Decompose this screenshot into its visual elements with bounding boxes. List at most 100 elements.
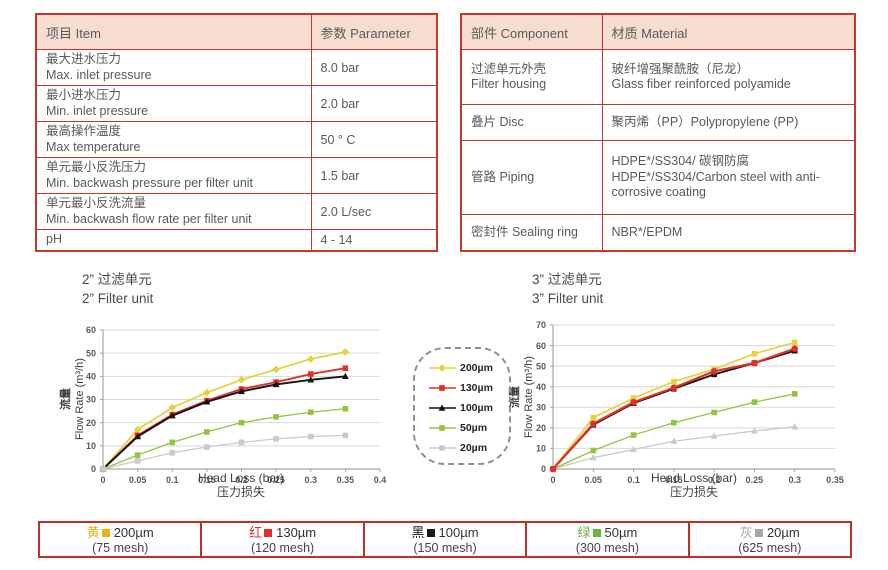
- mesh-label: (150 mesh): [413, 540, 477, 555]
- legend-label: 50µm: [460, 422, 488, 434]
- color-key-20um: 灰 20µm (625 mesh): [687, 523, 850, 556]
- color-char: 绿: [577, 525, 591, 540]
- table-row: 最小进水压力 Min. inlet pressure 2.0 bar: [35, 85, 438, 123]
- material-cell: 聚丙烯（PP）Polypropylene (PP): [601, 104, 856, 141]
- color-swatch-icon: [754, 529, 763, 537]
- legend-marker-50um-icon: [429, 425, 456, 431]
- mesh-label: (300 mesh): [575, 540, 640, 555]
- svg-text:20: 20: [536, 423, 546, 433]
- mesh-label: (75 mesh): [92, 540, 149, 555]
- table-header-row: 部件 Component 材质 Material: [460, 13, 856, 50]
- table-row: 密封件 Sealing ring NBR*/EPDM: [460, 214, 856, 252]
- svg-text:0.05: 0.05: [585, 475, 603, 485]
- material-cell: NBR*/EPDM: [601, 214, 856, 252]
- svg-text:0.25: 0.25: [746, 475, 764, 485]
- legend-marker-130um-icon: [429, 385, 456, 391]
- color-swatch-icon: [592, 529, 601, 537]
- size-label: 100µm: [438, 525, 479, 540]
- value-cell: 4 - 14: [310, 229, 438, 252]
- color-char: 黄: [86, 525, 100, 540]
- mesh-label: (625 mesh): [738, 540, 802, 555]
- legend-label: 130µm: [460, 382, 493, 394]
- item-cell: 最大进水压力 Max. inlet pressure: [35, 48, 312, 87]
- item-cell: 单元最小反洗压力 Min. backwash pressure per filte…: [35, 157, 312, 195]
- svg-text:40: 40: [536, 382, 546, 392]
- legend-item-130um: 130µm: [428, 378, 509, 398]
- svg-text:0.1: 0.1: [166, 475, 179, 485]
- item-header: 项目 Item: [35, 13, 312, 50]
- color-char: 灰: [739, 525, 753, 540]
- svg-text:30: 30: [536, 402, 546, 412]
- svg-text:0: 0: [91, 464, 96, 474]
- svg-text:10: 10: [536, 444, 546, 454]
- legend-label: 20µm: [460, 442, 488, 454]
- legend-item-100um: 100µm: [428, 398, 509, 418]
- component-cell: 密封件 Sealing ring: [460, 214, 603, 252]
- svg-text:0.2: 0.2: [235, 475, 248, 485]
- mesh-label: (120 mesh): [250, 540, 315, 555]
- item-cell: 最小进水压力 Min. inlet pressure: [35, 85, 312, 123]
- color-swatch-icon: [101, 529, 110, 537]
- svg-text:0: 0: [100, 475, 105, 485]
- value-cell: 8.0 bar: [310, 48, 438, 87]
- value-cell: 1.5 bar: [310, 157, 438, 195]
- svg-text:0.25: 0.25: [267, 475, 285, 485]
- legend-label: 200µm: [460, 362, 493, 374]
- color-key-130um: 红 130µm (120 mesh): [200, 523, 362, 556]
- svg-text:0: 0: [541, 464, 546, 474]
- component-cell: 管路 Piping: [460, 139, 603, 216]
- chart-title-en: 3” Filter unit: [532, 290, 604, 306]
- table-row: 最大进水压力 Max. inlet pressure 8.0 bar: [35, 48, 438, 87]
- legend-item-20um: 20µm: [428, 438, 509, 458]
- svg-text:20: 20: [86, 418, 96, 428]
- x-axis-label-3inch: Head Loss (bar) 压力损失: [594, 471, 794, 500]
- legend-marker-20um-icon: [429, 445, 456, 451]
- x-axis-label-en: Head Loss (bar): [197, 471, 285, 485]
- item-cell: 最高操作温度 Max temperature: [35, 121, 312, 159]
- size-label: 20µm: [766, 525, 800, 540]
- chart-title-2inch: 2” 过滤单元 2” Filter unit: [82, 271, 153, 309]
- color-char: 黑: [411, 525, 425, 540]
- component-header: 部件 Component: [460, 13, 603, 50]
- chart-title-zh: 3” 过滤单元: [532, 272, 602, 287]
- legend-marker-200um-icon: [429, 364, 456, 372]
- svg-text:60: 60: [86, 325, 96, 335]
- legend-item-50um: 50µm: [428, 418, 509, 438]
- parameter-header: 参数 Parameter: [310, 13, 438, 50]
- value-cell: 2.0 bar: [310, 85, 438, 123]
- table-row: 单元最小反洗流量 Min. backwash flow rate per filt…: [35, 193, 438, 231]
- materials-table: 部件 Component 材质 Material 过滤单元外壳 Filter ho…: [460, 13, 856, 252]
- series-legend: 200µm 130µm 100µm 50µm 20µm: [413, 347, 511, 465]
- table-row: 最高操作温度 Max temperature 50 ° C: [35, 121, 438, 159]
- svg-text:70: 70: [536, 320, 546, 330]
- svg-text:0.15: 0.15: [198, 475, 216, 485]
- svg-text:40: 40: [86, 372, 96, 382]
- chart-title-zh: 2” 过滤单元: [82, 272, 152, 287]
- svg-text:60: 60: [536, 341, 546, 351]
- svg-text:0.15: 0.15: [665, 475, 683, 485]
- table-row: pH 4 - 14: [35, 229, 438, 252]
- svg-text:10: 10: [86, 441, 96, 451]
- component-cell: 叠片 Disc: [460, 104, 603, 141]
- color-key-100um: 黑 100µm (150 mesh): [362, 523, 525, 556]
- color-key-200um: 黄 200µm (75 mesh): [40, 523, 200, 556]
- svg-text:0.2: 0.2: [708, 475, 721, 485]
- svg-text:0.3: 0.3: [788, 475, 801, 485]
- svg-text:0: 0: [550, 475, 555, 485]
- material-header: 材质 Material: [601, 13, 856, 50]
- chart-title-3inch: 3” 过滤单元 3” Filter unit: [532, 271, 603, 309]
- legend-marker-100um-icon: [429, 404, 456, 411]
- table-row: 单元最小反洗压力 Min. backwash pressure per filte…: [35, 157, 438, 195]
- legend-label: 100µm: [460, 402, 493, 414]
- size-label: 50µm: [604, 525, 638, 540]
- svg-text:0.1: 0.1: [627, 475, 640, 485]
- svg-text:0.3: 0.3: [304, 475, 317, 485]
- color-swatch-icon: [426, 529, 435, 537]
- table-row: 叠片 Disc 聚丙烯（PP）Polypropylene (PP): [460, 104, 856, 141]
- color-char: 红: [249, 525, 263, 540]
- size-label: 200µm: [113, 525, 154, 540]
- material-cell: HDPE*/SS304/ 碳钢防腐 HDPE*/SS304/Carbon stee…: [601, 139, 856, 216]
- svg-text:0.35: 0.35: [337, 475, 355, 485]
- color-key-50um: 绿 50µm (300 mesh): [525, 523, 687, 556]
